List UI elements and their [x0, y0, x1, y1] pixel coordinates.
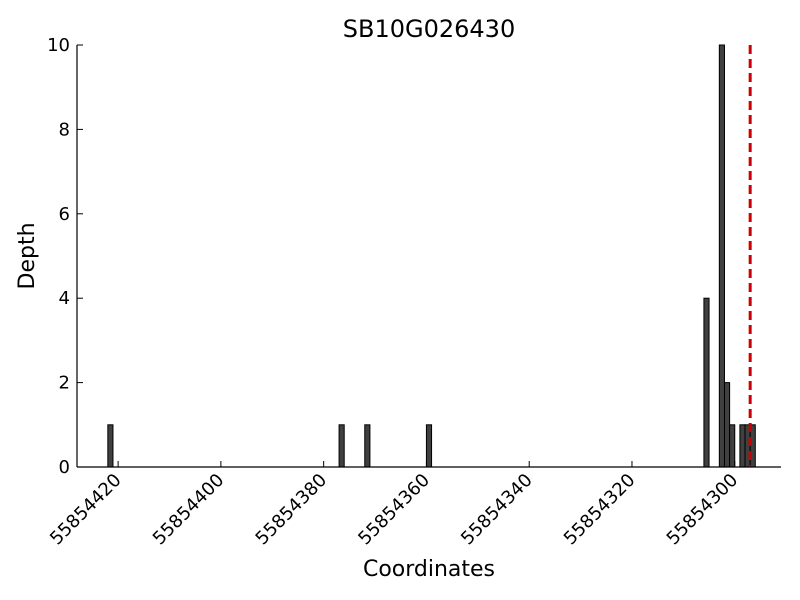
bar-3: [425, 424, 433, 468]
bar-2: [364, 424, 371, 468]
x-tick-label-2: 55854380: [252, 470, 332, 550]
bar-0: [107, 424, 114, 468]
x-tick-label-4: 55854340: [457, 470, 537, 550]
y-tick-label-2: 4: [59, 288, 70, 309]
y-tick-label-0: 0: [59, 457, 70, 478]
bar-4: [703, 297, 710, 468]
y-tick-label-3: 6: [59, 204, 70, 225]
x-tick-label-3: 55854360: [354, 470, 434, 550]
plot-area: 0 2 4 6 8 10 55854420 55854400 55854380 55854360 5…: [46, 35, 781, 549]
y-tick-label-1: 2: [59, 373, 70, 394]
y-tick-label-4: 8: [59, 119, 70, 140]
y-tick-label-5: 10: [47, 35, 70, 56]
bar-8: [739, 424, 746, 468]
bar-5: [718, 44, 725, 468]
x-tick-label-6: 55854300: [663, 470, 743, 550]
bar-1: [338, 424, 345, 468]
y-axis-label: Depth: [15, 222, 40, 289]
x-tick-label-0: 55854420: [46, 470, 126, 550]
x-tick-label-1: 55854400: [149, 470, 229, 550]
bar-7: [729, 424, 736, 468]
bar-6: [723, 382, 731, 468]
x-tick-label-5: 55854320: [560, 470, 640, 550]
x-axis-label: Coordinates: [363, 557, 495, 582]
chart-title: SB10G026430: [343, 15, 515, 43]
